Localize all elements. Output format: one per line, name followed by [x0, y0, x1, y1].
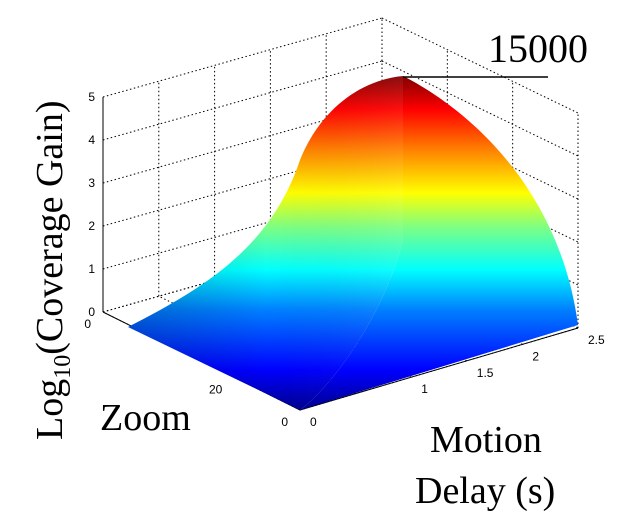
grid-line [381, 17, 579, 114]
surface-shading [128, 76, 403, 410]
z-tick-label: 5 [88, 90, 95, 104]
grid-line [102, 189, 383, 270]
z-label-rest: (Coverage Gain) [29, 101, 71, 355]
y-tick-label: 0 [281, 415, 288, 429]
grid-line [102, 17, 383, 98]
z-tick-label: 3 [88, 176, 95, 190]
z-tick-label: 4 [88, 133, 95, 147]
x-axis-label-line1: Motion [430, 419, 542, 461]
x-tick-label: 1 [421, 382, 428, 396]
grid-line [102, 60, 383, 141]
z-label-sub: 10 [50, 355, 76, 379]
y-tick-label: 20 [209, 382, 223, 396]
x-tick-label: 0 [310, 415, 317, 429]
y-tick-label: 0 [84, 317, 91, 331]
surface-right-face [300, 76, 578, 410]
x-tick-label: 2 [532, 349, 539, 363]
x-axis-label-line2: Delay (s) [415, 470, 555, 512]
z-tick-label: 0 [88, 305, 95, 319]
grid-line [102, 103, 383, 184]
z-label-base: Log [29, 379, 71, 440]
annotation-value: 15000 [488, 26, 588, 71]
z-axis-label: Log10(Coverage Gain) [29, 101, 76, 441]
grid-line [102, 146, 383, 227]
x-tick-label: 1.5 [477, 366, 494, 380]
z-tick-label: 1 [88, 262, 95, 276]
x-tick-label: 2.5 [588, 333, 605, 347]
y-axis-label: Zoom [100, 397, 191, 439]
grid-line [299, 327, 579, 411]
z-tick-label: 2 [88, 219, 95, 233]
